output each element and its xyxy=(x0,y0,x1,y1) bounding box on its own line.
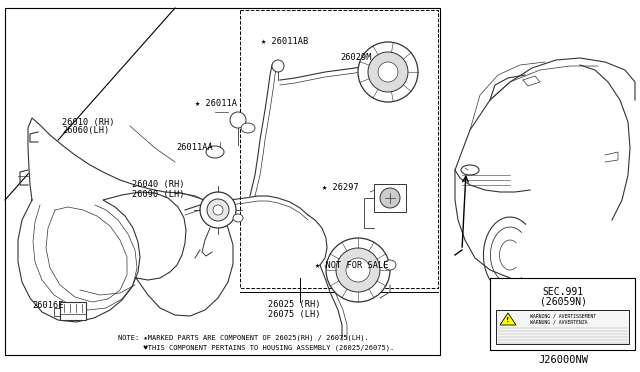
Ellipse shape xyxy=(241,123,255,133)
Text: (26059N): (26059N) xyxy=(540,297,586,307)
Text: NOTE: ★MARKED PARTS ARE COMPONENT OF 26025(RH) / 26075(LH).: NOTE: ★MARKED PARTS ARE COMPONENT OF 260… xyxy=(118,335,369,341)
Text: ♥THIS COMPONENT PERTAINS TO HOUSING ASSEMBLY (26025/26075).: ♥THIS COMPONENT PERTAINS TO HOUSING ASSE… xyxy=(118,345,394,351)
Circle shape xyxy=(213,205,223,215)
Bar xyxy=(374,184,406,212)
Polygon shape xyxy=(500,313,516,325)
Text: !: ! xyxy=(506,317,509,323)
Ellipse shape xyxy=(384,260,396,270)
Text: 26060(LH): 26060(LH) xyxy=(62,126,109,135)
Bar xyxy=(5,8,440,355)
Ellipse shape xyxy=(233,214,243,222)
Text: 26011AA: 26011AA xyxy=(176,144,212,153)
Text: 26010 (RH): 26010 (RH) xyxy=(62,118,115,126)
Bar xyxy=(60,302,86,320)
Circle shape xyxy=(378,62,398,82)
Text: ★ 26011AB: ★ 26011AB xyxy=(261,38,308,46)
Circle shape xyxy=(326,238,390,302)
Text: 26090 (LH): 26090 (LH) xyxy=(132,190,184,199)
Circle shape xyxy=(380,188,400,208)
Circle shape xyxy=(346,258,370,282)
Bar xyxy=(240,10,438,288)
Text: 26040 (RH): 26040 (RH) xyxy=(132,180,184,189)
Polygon shape xyxy=(18,118,233,322)
Circle shape xyxy=(207,199,229,221)
Circle shape xyxy=(336,248,380,292)
Circle shape xyxy=(200,192,236,228)
Text: J26000NW: J26000NW xyxy=(538,355,588,365)
Text: WARNUNG / AVVERTENZA: WARNUNG / AVVERTENZA xyxy=(530,320,588,324)
Ellipse shape xyxy=(461,165,479,175)
Text: 26075 (LH): 26075 (LH) xyxy=(268,311,321,320)
Ellipse shape xyxy=(206,146,224,158)
Text: 26016E: 26016E xyxy=(32,301,63,310)
Text: 26025 (RH): 26025 (RH) xyxy=(268,301,321,310)
Circle shape xyxy=(368,52,408,92)
Circle shape xyxy=(230,112,246,128)
Text: ★ 26011A: ★ 26011A xyxy=(195,99,237,108)
Text: WARNING / AVERTISSEMENT: WARNING / AVERTISSEMENT xyxy=(530,314,596,318)
Text: ★ NOT FOR SALE: ★ NOT FOR SALE xyxy=(315,260,388,269)
Text: ★ 26297: ★ 26297 xyxy=(322,183,359,192)
Text: SEC.991: SEC.991 xyxy=(543,287,584,297)
Circle shape xyxy=(358,42,418,102)
Bar xyxy=(496,310,629,344)
Bar xyxy=(490,278,635,350)
Text: 26029M: 26029M xyxy=(340,54,371,62)
Circle shape xyxy=(272,60,284,72)
